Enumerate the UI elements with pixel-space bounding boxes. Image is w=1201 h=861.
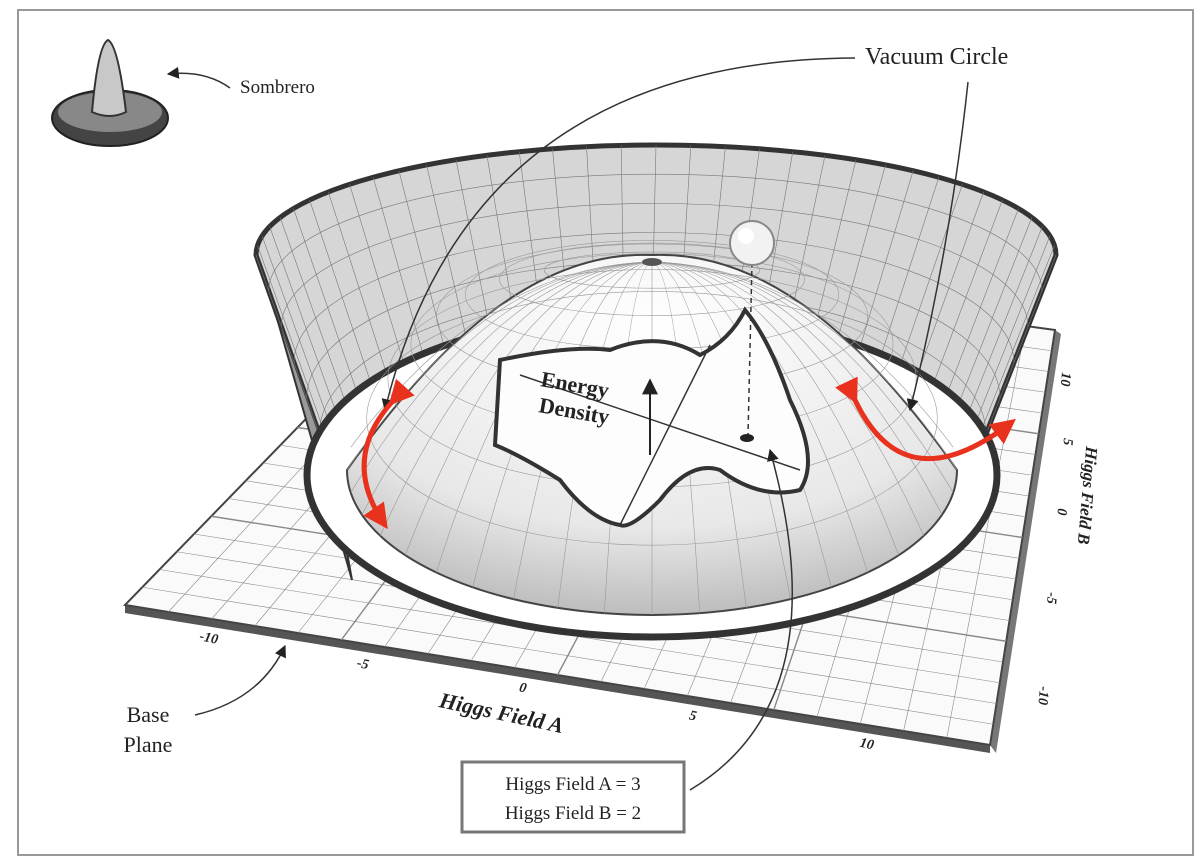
readout-line: Higgs Field A = 3 (505, 774, 640, 795)
peak (642, 258, 662, 266)
readout-line: Higgs Field B = 2 (505, 803, 641, 824)
plane-label: Plane (124, 732, 173, 757)
sombrero-label: Sombrero (240, 77, 315, 98)
axis-b-tick: 10 (1057, 372, 1073, 387)
vacuum-circle-label: Vacuum Circle (865, 44, 1008, 70)
axis-b-tick: 0 (1053, 508, 1069, 516)
figure: Sombrero Vacuum Circle Energy Density Ba… (0, 0, 1201, 861)
base-label: Base (127, 702, 170, 727)
ball-shine (738, 228, 754, 244)
axis-b-tick: -10 (1034, 686, 1051, 706)
axis-b-tick: 5 (1059, 438, 1075, 446)
ball (730, 221, 774, 265)
axis-b-tick: -5 (1043, 592, 1059, 605)
point (740, 434, 754, 442)
